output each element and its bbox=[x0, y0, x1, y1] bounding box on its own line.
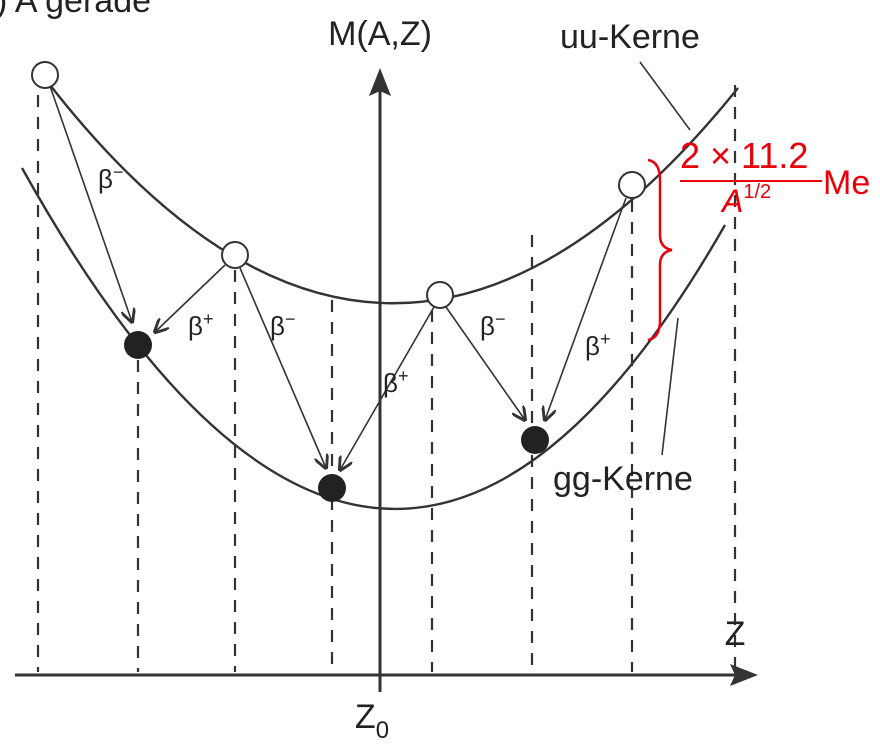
uu-label: uu-Kerne bbox=[560, 18, 700, 56]
gg-curve bbox=[20, 167, 727, 511]
axes bbox=[15, 68, 758, 692]
origin-label: Z0 bbox=[355, 698, 389, 744]
decay-symbol: β bbox=[188, 311, 203, 341]
decay-symbol: β bbox=[585, 331, 600, 361]
decay-symbol: β bbox=[383, 368, 398, 398]
denominator: A1/2 bbox=[720, 181, 771, 219]
filled-nuclei bbox=[124, 331, 549, 502]
pointer bbox=[661, 317, 679, 456]
decay-label: β− bbox=[480, 309, 505, 341]
unit: Me bbox=[823, 164, 870, 202]
brace bbox=[647, 158, 673, 342]
y-axis-label: M(A,Z) bbox=[328, 15, 432, 53]
decay-charge: − bbox=[495, 309, 506, 329]
decay-label: β+ bbox=[383, 366, 408, 398]
decay-label: β− bbox=[98, 162, 123, 194]
decay-charge: + bbox=[398, 366, 409, 386]
decay-charge: + bbox=[203, 309, 214, 329]
decay-symbol: β bbox=[270, 311, 285, 341]
gg-label: gg-Kerne bbox=[553, 460, 693, 498]
x-axis-label: Z bbox=[725, 615, 746, 653]
pointer bbox=[639, 61, 691, 131]
decay-label: β− bbox=[270, 309, 295, 341]
decay-symbol: β bbox=[98, 164, 113, 194]
title: ) A gerade bbox=[0, 0, 151, 20]
decay-charge: − bbox=[285, 309, 296, 329]
decay-symbol: β bbox=[480, 311, 495, 341]
numerator: 2 × 11.2 bbox=[680, 135, 808, 176]
decay-label: β+ bbox=[188, 309, 213, 341]
open-nuclei bbox=[31, 61, 646, 309]
decay-label: β+ bbox=[585, 329, 610, 361]
arrows bbox=[49, 85, 627, 470]
decay-charge: + bbox=[600, 329, 611, 349]
decay-charge: − bbox=[113, 162, 124, 182]
